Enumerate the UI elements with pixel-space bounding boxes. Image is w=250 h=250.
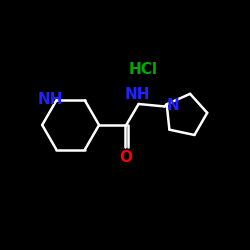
Text: N: N: [167, 98, 180, 113]
Text: HCl: HCl: [129, 62, 158, 77]
Text: NH: NH: [124, 86, 150, 102]
Text: NH: NH: [38, 92, 63, 107]
Text: O: O: [120, 150, 133, 165]
